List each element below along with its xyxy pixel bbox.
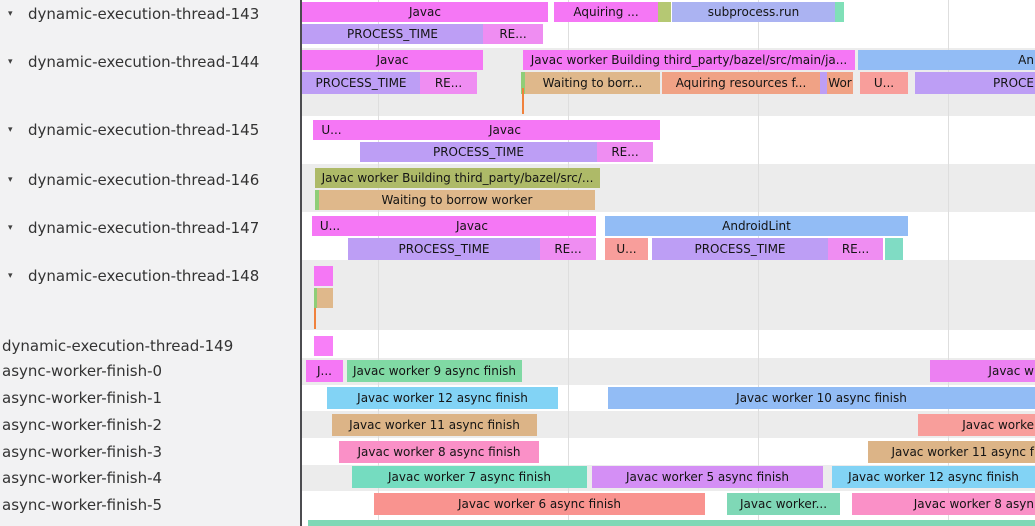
sidebar-item-dynamic-execution-thread-148[interactable]: ▾ dynamic-execution-thread-148 — [0, 265, 300, 287]
track-name-label: async-worker-finish-0 — [2, 362, 163, 380]
trace-span[interactable]: PROCESS_TIME — [302, 24, 483, 44]
track-name-label: dynamic-execution-thread-147 — [28, 219, 260, 237]
trace-span[interactable]: U... — [860, 72, 908, 94]
trace-span[interactable]: Javac — [348, 216, 596, 236]
trace-span[interactable]: Javac worker Building third_party/bazel/… — [315, 168, 600, 188]
trace-span[interactable]: J... — [306, 360, 343, 382]
gridline — [378, 0, 379, 526]
trace-span[interactable]: Javac worker 10 async finish — [608, 387, 1035, 409]
sidebar-item-async-worker-finish-0[interactable]: async-worker-finish-0 — [0, 360, 300, 382]
trace-span[interactable]: PROCESS_TIME — [652, 238, 828, 260]
trace-span[interactable]: subprocess.run — [672, 2, 835, 22]
track-name-label: dynamic-execution-thread-143 — [28, 5, 260, 23]
trace-span[interactable]: U... — [313, 120, 350, 140]
sidebar-item-dynamic-execution-thread-149[interactable]: dynamic-execution-thread-149 — [0, 335, 300, 357]
trace-span[interactable]: Javac worker 7 async finish — [352, 466, 587, 488]
track-name-label: dynamic-execution-thread-148 — [28, 267, 260, 285]
trace-span[interactable]: Javac worker Building third_party/bazel/… — [523, 50, 855, 70]
gridline — [758, 0, 759, 526]
track-name-label: async-worker-finish-3 — [2, 443, 163, 461]
track-name-label: dynamic-execution-thread-149 — [2, 337, 234, 355]
trace-span[interactable]: Javac worker 12 async finish — [327, 387, 558, 409]
sidebar-resize-divider[interactable] — [300, 0, 302, 526]
sidebar-item-async-worker-finish-1[interactable]: async-worker-finish-1 — [0, 387, 300, 409]
trace-span[interactable]: Javac — [302, 50, 483, 70]
trace-span[interactable]: Javac worker 8 asyn — [852, 493, 1035, 515]
trace-span[interactable]: RE... — [420, 72, 477, 94]
trace-span[interactable]: PROCE — [915, 72, 1035, 94]
trace-span[interactable]: PROCESS_TIME — [348, 238, 540, 260]
trace-span[interactable]: Wor — [827, 72, 853, 94]
gridline — [568, 0, 569, 526]
trace-span[interactable]: Javac — [350, 120, 660, 140]
trace-span[interactable]: Javac worker 5 async finish — [592, 466, 823, 488]
trace-span[interactable]: Javac worke — [918, 414, 1035, 436]
trace-span[interactable] — [314, 288, 317, 308]
trace-span[interactable]: RE... — [483, 24, 543, 44]
trace-span[interactable] — [521, 72, 525, 94]
instant-marker — [522, 88, 524, 114]
trace-span[interactable]: Waiting to borrow worker — [319, 190, 595, 210]
sidebar-item-dynamic-execution-thread-146[interactable]: ▾ dynamic-execution-thread-146 — [0, 169, 300, 191]
trace-span[interactable] — [317, 288, 333, 308]
trace-span[interactable]: Javac worker 12 async finish — [832, 466, 1035, 488]
track-row-background — [302, 260, 1035, 330]
collapse-triangle-icon[interactable]: ▾ — [8, 175, 13, 185]
trace-span[interactable]: AndroidLint — [605, 216, 908, 236]
trace-span[interactable]: PROCESS_TIME — [360, 142, 597, 162]
sidebar-item-dynamic-execution-thread-145[interactable]: ▾ dynamic-execution-thread-145 — [0, 119, 300, 141]
collapse-triangle-icon[interactable]: ▾ — [8, 125, 13, 135]
trace-span[interactable]: RE... — [540, 238, 596, 260]
trace-span[interactable] — [885, 238, 903, 260]
trace-span[interactable] — [658, 2, 671, 22]
trace-span[interactable] — [314, 336, 333, 356]
trace-span[interactable]: Javac worker 9 async finish — [347, 360, 522, 382]
sidebar-item-async-worker-finish-4[interactable]: async-worker-finish-4 — [0, 467, 300, 489]
trace-span[interactable] — [820, 72, 827, 94]
track-name-label: async-worker-finish-5 — [2, 496, 163, 514]
timeline-canvas[interactable]: Javac Aquiring ... subprocess.run PROCESS_T… — [302, 0, 1035, 526]
sidebar-item-async-worker-finish-5[interactable]: async-worker-finish-5 — [0, 494, 300, 516]
track-row-background — [302, 330, 1035, 358]
trace-span[interactable] — [315, 190, 319, 210]
trace-span[interactable]: Javac w — [930, 360, 1035, 382]
trace-span[interactable]: An — [858, 50, 1035, 70]
sidebar-item-dynamic-execution-thread-143[interactable]: ▾ dynamic-execution-thread-143 — [0, 3, 300, 25]
track-name-sidebar: ▾ dynamic-execution-thread-143 ▾ dynamic-ex… — [0, 0, 300, 526]
trace-span[interactable]: Javac worker 11 async finish — [332, 414, 537, 436]
sidebar-item-async-worker-finish-2[interactable]: async-worker-finish-2 — [0, 414, 300, 436]
trace-span[interactable]: Waiting to borr... — [525, 72, 660, 94]
track-name-label: dynamic-execution-thread-145 — [28, 121, 260, 139]
trace-span[interactable]: Javac worker... — [727, 493, 840, 515]
trace-span[interactable]: RE... — [828, 238, 883, 260]
track-name-label: dynamic-execution-thread-146 — [28, 171, 260, 189]
trace-span[interactable]: Javac worker 8 async finish — [339, 441, 539, 463]
track-name-label: async-worker-finish-4 — [2, 469, 163, 487]
track-name-label: dynamic-execution-thread-144 — [28, 53, 260, 71]
trace-span[interactable]: Aquiring resources f... — [662, 72, 820, 94]
gridline — [948, 0, 949, 526]
track-name-label: async-worker-finish-2 — [2, 416, 163, 434]
sidebar-item-async-worker-finish-3[interactable]: async-worker-finish-3 — [0, 441, 300, 463]
trace-span[interactable]: Javac — [302, 2, 548, 22]
trace-span[interactable] — [835, 2, 844, 22]
trace-span[interactable] — [308, 520, 1035, 526]
trace-span[interactable]: U... — [312, 216, 348, 236]
instant-marker — [314, 308, 316, 329]
trace-span[interactable]: RE... — [597, 142, 653, 162]
collapse-triangle-icon[interactable]: ▾ — [8, 223, 13, 233]
track-name-label: async-worker-finish-1 — [2, 389, 163, 407]
collapse-triangle-icon[interactable]: ▾ — [8, 271, 13, 281]
trace-span[interactable]: Aquiring ... — [554, 2, 658, 22]
trace-span[interactable] — [314, 266, 333, 286]
sidebar-item-dynamic-execution-thread-144[interactable]: ▾ dynamic-execution-thread-144 — [0, 51, 300, 73]
trace-span[interactable]: Javac worker 11 async f — [868, 441, 1035, 463]
trace-span[interactable]: Javac worker 6 async finish — [374, 493, 705, 515]
sidebar-item-dynamic-execution-thread-147[interactable]: ▾ dynamic-execution-thread-147 — [0, 217, 300, 239]
trace-span[interactable]: PROCESS_TIME — [302, 72, 420, 94]
trace-span[interactable]: U... — [605, 238, 648, 260]
collapse-triangle-icon[interactable]: ▾ — [8, 9, 13, 19]
collapse-triangle-icon[interactable]: ▾ — [8, 57, 13, 67]
